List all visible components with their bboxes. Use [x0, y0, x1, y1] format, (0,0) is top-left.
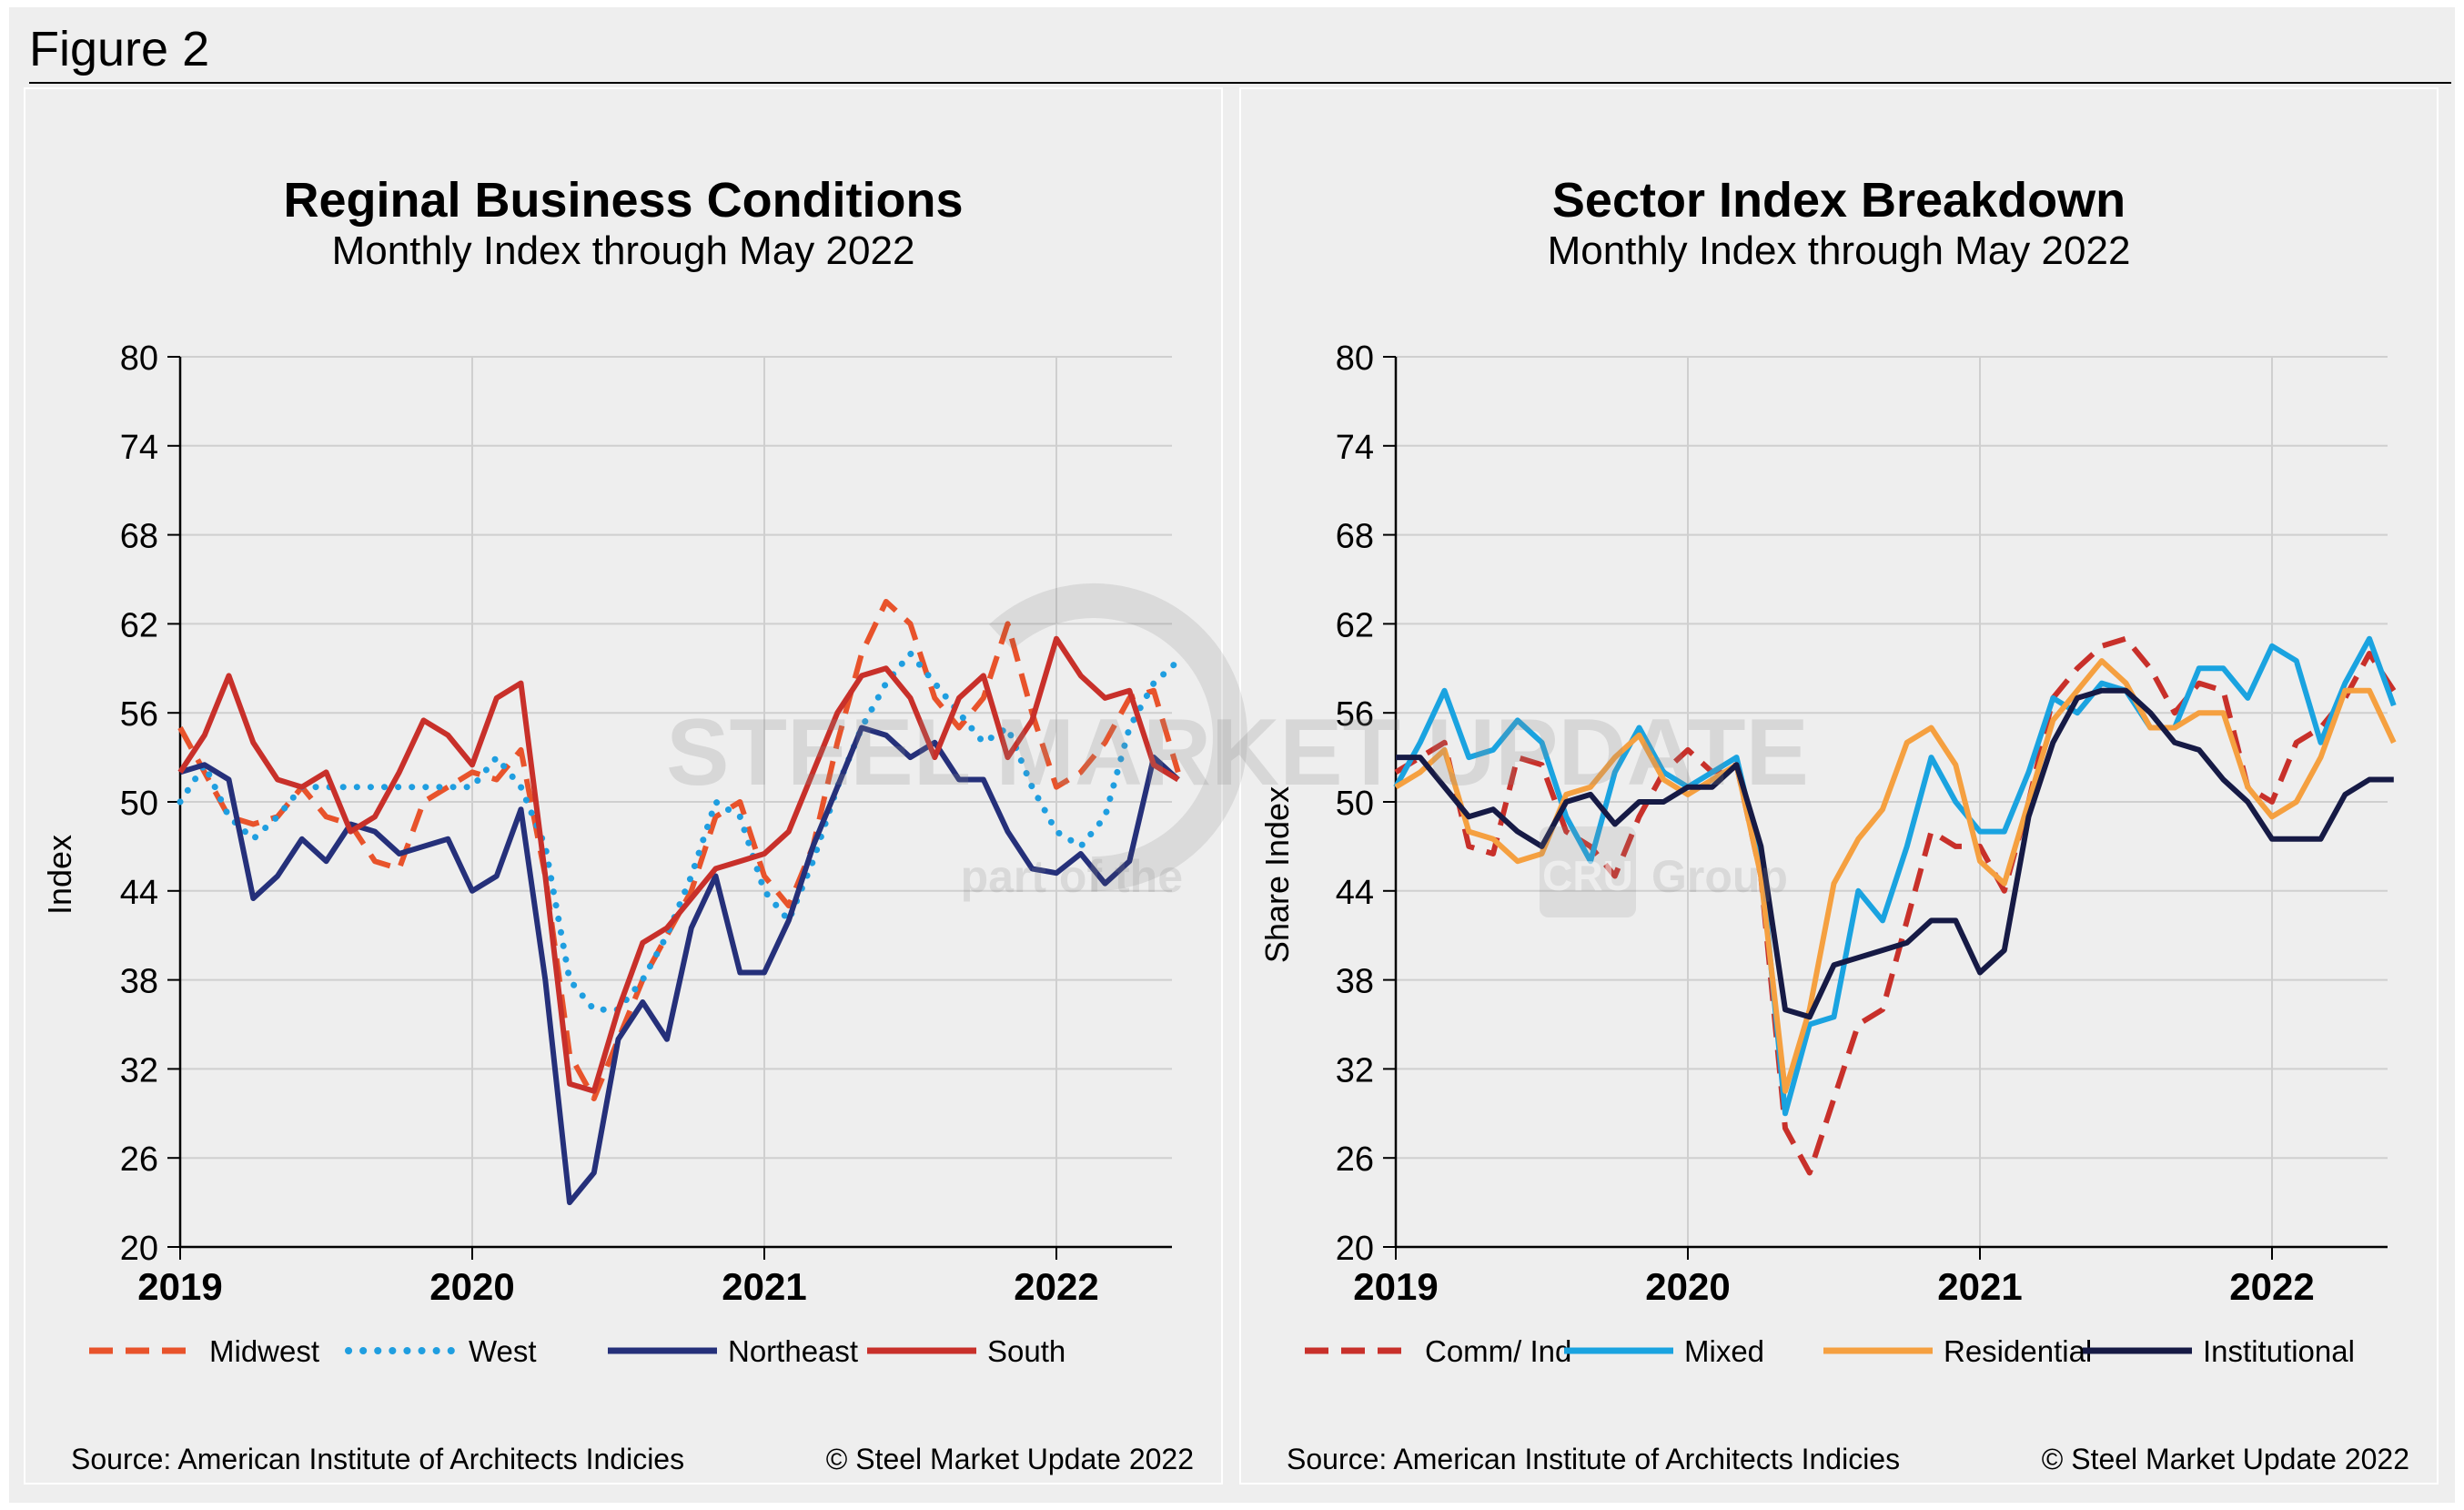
regional-chart-copyright: © Steel Market Update 2022: [825, 1443, 1194, 1475]
sector-chart-panel: Sector Index Breakdown Monthly Index thr…: [1239, 87, 2439, 1485]
regional-chart-panel: Reginal Business Conditions Monthly Inde…: [24, 87, 1223, 1485]
y-tick-label: 74: [1336, 429, 1374, 467]
y-tick-label: 62: [1336, 606, 1374, 644]
y-tick-label: 20: [1336, 1230, 1374, 1268]
legend-label: Residential: [1944, 1334, 2092, 1368]
y-tick-label: 56: [1336, 695, 1374, 734]
x-tick-label: 2020: [429, 1265, 514, 1308]
legend-label: Midwest: [209, 1334, 319, 1368]
sector-chart-subtitle: Monthly Index through May 2022: [1547, 228, 2131, 273]
x-tick-label: 2019: [1353, 1265, 1438, 1308]
legend-label: Mixed: [1684, 1334, 1764, 1368]
y-tick-label: 74: [120, 429, 158, 467]
y-tick-label: 38: [1336, 963, 1374, 1001]
y-tick-label: 68: [120, 518, 158, 556]
sector-chart-title: Sector Index Breakdown: [1551, 173, 2126, 228]
y-tick-label: 50: [120, 785, 158, 823]
legend-label: Northeast: [728, 1334, 858, 1368]
series-line-1: [177, 650, 1182, 1013]
y-tick-label: 38: [120, 963, 158, 1001]
y-tick-label: 44: [1336, 874, 1374, 912]
y-axis-label: Index: [41, 835, 78, 915]
series-line-1: [1393, 635, 2397, 1117]
y-tick-label: 32: [120, 1051, 158, 1089]
series-line-3: [177, 635, 1180, 1094]
legend-label: Comm/ Ind: [1425, 1334, 1571, 1368]
x-tick-label: 2019: [137, 1265, 222, 1308]
y-tick-label: 56: [120, 695, 158, 734]
y-tick-label: 26: [1336, 1140, 1374, 1179]
legend-label: Institutional: [2203, 1334, 2355, 1368]
series-line-0: [177, 599, 1181, 1101]
figure-title: Figure 2: [29, 22, 210, 76]
series-line-0: [1394, 635, 2397, 1176]
x-tick-label: 2021: [722, 1265, 806, 1308]
y-tick-label: 50: [1336, 785, 1374, 823]
y-tick-label: 32: [1336, 1051, 1374, 1089]
y-tick-label: 80: [1336, 339, 1374, 378]
y-axis-label: Share Index: [1258, 786, 1296, 963]
legend-label: West: [469, 1334, 537, 1368]
x-tick-label: 2020: [1645, 1265, 1730, 1308]
y-tick-label: 20: [120, 1230, 158, 1268]
y-tick-label: 26: [120, 1140, 158, 1179]
y-tick-label: 44: [120, 874, 158, 912]
y-tick-label: 80: [120, 339, 158, 378]
series-line-3: [1396, 687, 2394, 1020]
x-tick-label: 2021: [1937, 1265, 2022, 1308]
regional-chart-subtitle: Monthly Index through May 2022: [331, 228, 915, 273]
y-tick-label: 68: [1336, 518, 1374, 556]
y-tick-label: 62: [120, 606, 158, 644]
legend-label: South: [987, 1334, 1065, 1368]
regional-chart-source: Source: American Institute of Architects…: [71, 1443, 685, 1475]
sector-chart-copyright: © Steel Market Update 2022: [2041, 1443, 2409, 1475]
sector-chart-source: Source: American Institute of Architects…: [1287, 1443, 1901, 1475]
regional-chart-title: Reginal Business Conditions: [283, 173, 964, 228]
series-line-2: [179, 725, 1180, 1206]
figure-title-rule: [29, 82, 2451, 84]
x-tick-label: 2022: [2229, 1265, 2314, 1308]
x-tick-label: 2022: [1014, 1265, 1098, 1308]
